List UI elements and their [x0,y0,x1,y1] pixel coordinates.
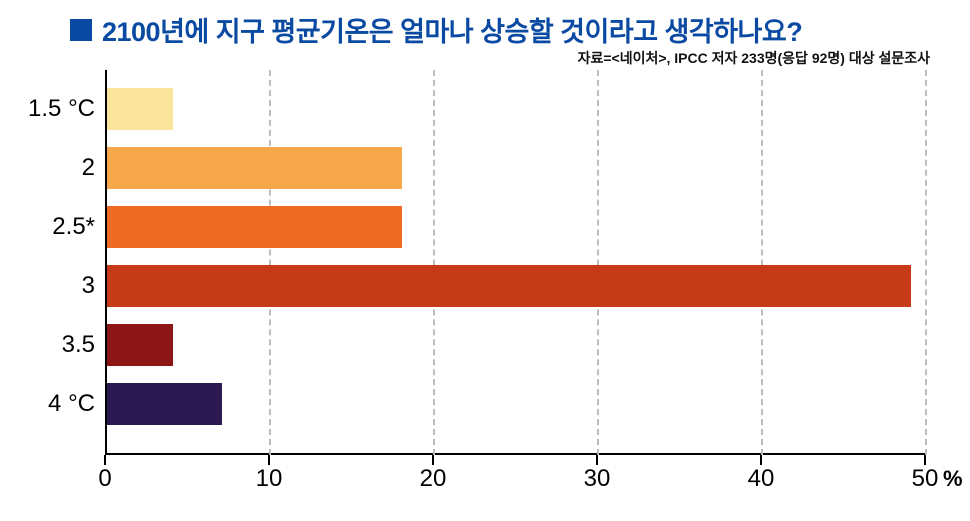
x-tick [432,455,434,465]
chart-subtitle: 자료=<네이처>, IPCC 저자 233명(응답 92명) 대상 설문조사 [578,48,930,68]
gridline [761,70,763,455]
bar [107,206,402,248]
x-tick [104,455,106,465]
gridline [597,70,599,455]
x-tick [760,455,762,465]
x-axis-label: 0 [98,465,111,493]
x-axis-label: 50 [912,465,939,493]
title-row: 2100년에 지구 평균기온은 얼마나 상승할 것이라고 생각하나요? [0,10,970,49]
bar [107,147,402,189]
chart-container: 2100년에 지구 평균기온은 얼마나 상승할 것이라고 생각하나요? 자료=<… [0,0,970,521]
gridline [925,70,927,455]
square-marker-icon [70,19,92,41]
x-tick [596,455,598,465]
bar [107,383,222,425]
y-axis-label: 3.5 [5,333,95,357]
x-tick [268,455,270,465]
x-axis [105,453,925,455]
gridline [269,70,271,455]
x-axis-label: 40 [748,465,775,493]
x-axis-label: 10 [256,465,283,493]
x-axis-label: 20 [420,465,447,493]
y-axis-label: 1.5 °C [5,97,95,121]
y-axis-label: 3 [5,274,95,298]
y-axis-label: 4 °C [5,392,95,416]
x-tick [924,455,926,465]
bar [107,265,911,307]
y-axis-label: 2.5* [5,215,95,239]
bar [107,88,173,130]
gridline [433,70,435,455]
plot-area [105,70,925,455]
x-axis-unit: % [943,466,963,492]
x-axis-label: 30 [584,465,611,493]
y-axis-label: 2 [5,156,95,180]
bar [107,324,173,366]
chart-title: 2100년에 지구 평균기온은 얼마나 상승할 것이라고 생각하나요? [102,10,802,49]
chart-area: % 1.5 °C 2 2.5* 3 3.5 4 °C 0 10 20 30 40 50 [0,70,970,490]
